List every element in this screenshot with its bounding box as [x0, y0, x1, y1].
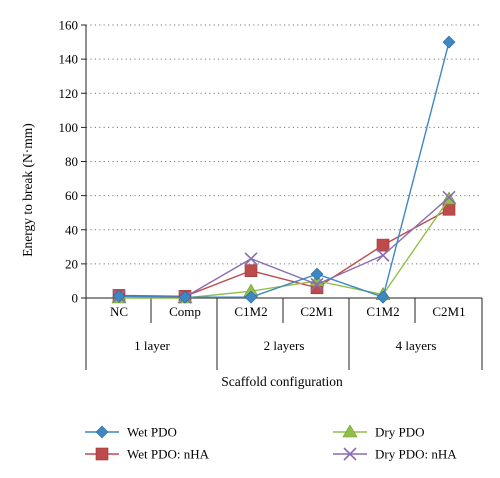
- legend-item: Dry PDO: [333, 424, 424, 440]
- data-point: [376, 238, 390, 252]
- data-point: [112, 289, 126, 303]
- legend-item: Dry PDO: nHA: [333, 447, 457, 462]
- marker-shape: [376, 248, 390, 262]
- group-label: 2 layers: [264, 338, 305, 353]
- series-line: [118, 196, 450, 298]
- series-line: [119, 198, 450, 299]
- y-tick-label: 100: [59, 120, 79, 135]
- marker-shape: [178, 290, 192, 304]
- legend-marker: [95, 447, 109, 461]
- marker-shape: [244, 290, 258, 304]
- data-point: [442, 190, 456, 204]
- y-tick-label: 0: [72, 291, 79, 306]
- series-wet-pdo: [112, 35, 456, 304]
- marker-shape: [95, 425, 109, 439]
- marker-shape: [343, 447, 357, 461]
- legend-label: Wet PDO: [127, 425, 177, 440]
- category-label: C1M2: [234, 304, 267, 319]
- group-label: 1 layer: [134, 338, 170, 353]
- data-point: [376, 248, 390, 262]
- legend-marker: [342, 424, 358, 438]
- y-tick-label: 80: [65, 154, 78, 169]
- marker-shape: [376, 238, 390, 252]
- series-group: [111, 35, 457, 304]
- data-point: [310, 267, 324, 281]
- legend-item: Wet PDO: nHA: [85, 447, 210, 462]
- group-label: 4 layers: [396, 338, 437, 353]
- data-point: [310, 277, 324, 291]
- legend-label: Wet PDO: nHA: [127, 447, 210, 462]
- marker-shape: [310, 267, 324, 281]
- marker-shape: [342, 424, 358, 438]
- legend-item: Wet PDO: [85, 425, 177, 440]
- y-axis-title: Energy to break (N·mm): [20, 123, 35, 257]
- y-tick-label: 40: [65, 222, 78, 237]
- y-tick-label: 140: [59, 52, 79, 67]
- category-label: C2M1: [300, 304, 333, 319]
- axes: [81, 24, 483, 370]
- x-axis-title: Scaffold configuration: [221, 374, 343, 389]
- marker-shape: [310, 277, 324, 291]
- data-point: [244, 252, 258, 266]
- y-tick-label: 20: [65, 256, 78, 271]
- data-point: [376, 290, 390, 304]
- category-label: NC: [110, 304, 128, 319]
- y-tick-label: 120: [59, 86, 79, 101]
- marker-shape: [95, 447, 109, 461]
- series-line: [118, 41, 450, 299]
- marker-shape: [244, 264, 258, 278]
- data-point: [244, 264, 258, 278]
- legend-label: Dry PDO: [375, 425, 424, 440]
- legend-marker: [343, 447, 357, 461]
- category-label: C2M1: [432, 304, 465, 319]
- data-point: [178, 290, 192, 304]
- data-point: [244, 290, 258, 304]
- legend: Wet PDO Dry PDO Wet PDO: nHA Dry PDO: nHA: [85, 424, 457, 462]
- category-label: Comp: [169, 304, 201, 319]
- data-point: [442, 35, 456, 49]
- y-tick-labels: 0 20 40 60 80 100 120 140 160: [59, 18, 79, 306]
- category-label: C1M2: [366, 304, 399, 319]
- marker-shape: [442, 190, 456, 204]
- series-line: [118, 208, 450, 297]
- marker-shape: [442, 35, 456, 49]
- legend-label: Dry PDO: nHA: [375, 447, 457, 462]
- marker-shape: [112, 289, 126, 303]
- marker-shape: [244, 252, 258, 266]
- marker-shape: [376, 290, 390, 304]
- legend-marker: [95, 425, 109, 439]
- y-tick-label: 160: [59, 18, 79, 33]
- category-labels: NC Comp C1M2 C2M1 C1M2 C2M1 1 layer 2 layers 4 l…: [110, 304, 466, 353]
- y-tick-label: 60: [65, 188, 78, 203]
- gridlines: [86, 24, 482, 265]
